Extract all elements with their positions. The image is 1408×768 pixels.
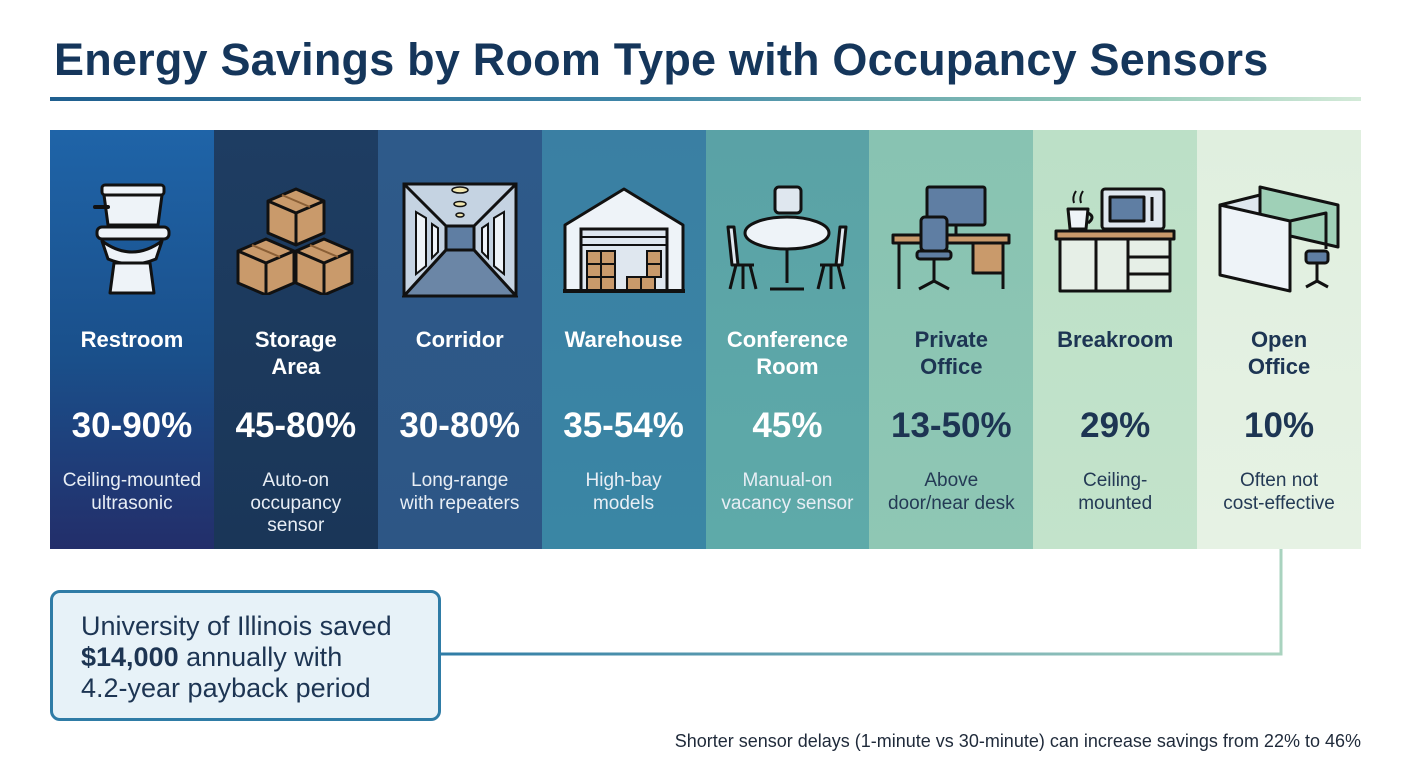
- sensor-note: Manual-on vacancy sensor: [721, 470, 854, 514]
- case-study-callout: University of Illinois saved $14,000 ann…: [50, 590, 441, 721]
- savings-percentage: 13-50%: [890, 406, 1012, 445]
- corridor-icon: [378, 180, 542, 300]
- warehouse-icon: [542, 180, 706, 300]
- savings-percentage: 30-80%: [399, 406, 520, 445]
- sensor-note: Ceiling- mounted: [1078, 470, 1153, 514]
- savings-percentage: 45%: [752, 406, 823, 445]
- sensor-note: Often not cost-effective: [1223, 470, 1335, 514]
- room-panel-breakroom: Breakroom 29% Ceiling- mounted: [1033, 130, 1198, 549]
- cubicles-icon: [1197, 180, 1361, 300]
- savings-percentage: 35-54%: [563, 406, 684, 445]
- page-title: Energy Savings by Room Type with Occupan…: [54, 34, 1269, 85]
- room-panel-corridor: Corridor 30-80% Long-range with repeater…: [377, 130, 542, 549]
- room-name: Corridor: [415, 327, 504, 352]
- savings-percentage: 45-80%: [235, 406, 357, 445]
- room-name: Warehouse: [564, 327, 683, 352]
- room-name: Storage Area: [254, 327, 337, 379]
- room-name: Open Office: [1247, 327, 1311, 379]
- callout-line-2: $14,000 annually with: [81, 642, 438, 673]
- room-name: Private Office: [914, 327, 988, 379]
- savings-percentage: 30-90%: [71, 406, 193, 445]
- conference-table-icon: [706, 180, 870, 300]
- callout-line-2-rest: annually with: [178, 642, 343, 672]
- room-panels: Restroom 30-90% Ceiling-mounted ultrason…: [50, 130, 1361, 549]
- savings-percentage: 10%: [1244, 406, 1315, 445]
- room-panel-conference-room: Conference Room 45% Manual-on vacancy se…: [705, 130, 870, 549]
- room-name: Restroom: [80, 327, 184, 352]
- savings-percentage: 29%: [1080, 406, 1151, 445]
- callout-line-1: University of Illinois saved: [81, 611, 392, 641]
- desk-icon: [869, 180, 1033, 300]
- sensor-note: Above door/near desk: [887, 470, 1015, 514]
- savings-amount: $14,000: [81, 642, 179, 672]
- footnote: Shorter sensor delays (1-minute vs 30-mi…: [674, 731, 1361, 751]
- sensor-note: Ceiling-mounted ultrasonic: [62, 470, 202, 514]
- toilet-icon: [50, 180, 214, 300]
- boxes-icon: [214, 180, 378, 300]
- room-name: Conference Room: [726, 327, 848, 379]
- title-underline: [50, 97, 1361, 101]
- room-name: Breakroom: [1057, 327, 1174, 352]
- room-panel-warehouse: Warehouse 35-54% High-bay models: [541, 130, 706, 549]
- callout-line-3: 4.2-year payback period: [81, 673, 371, 703]
- sensor-note: High-bay models: [585, 470, 662, 514]
- kitchen-icon: [1033, 180, 1197, 300]
- sensor-note: Long-range with repeaters: [400, 470, 520, 514]
- room-panel-open-office: Open Office 10% Often not cost-effective: [1197, 130, 1361, 549]
- room-panel-storage-area: Storage Area 45-80% Auto-on occupancy se…: [213, 130, 378, 549]
- room-panel-private-office: Private Office 13-50% Above door/near de…: [869, 130, 1034, 549]
- sensor-note: Auto-on occupancy sensor: [250, 470, 342, 536]
- room-panel-restroom: Restroom 30-90% Ceiling-mounted ultrason…: [50, 130, 214, 549]
